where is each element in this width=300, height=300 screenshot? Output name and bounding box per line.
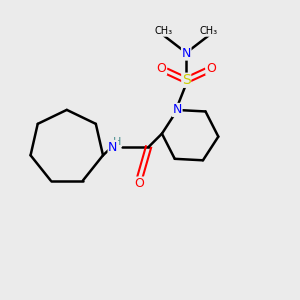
Text: O: O bbox=[135, 177, 145, 190]
Text: S: S bbox=[182, 73, 190, 87]
Text: N: N bbox=[108, 140, 118, 154]
Text: N: N bbox=[172, 103, 182, 116]
Text: N: N bbox=[182, 47, 191, 60]
Text: H: H bbox=[113, 137, 122, 147]
Text: O: O bbox=[157, 62, 166, 75]
Text: O: O bbox=[206, 62, 216, 75]
Text: CH₃: CH₃ bbox=[200, 26, 217, 36]
Text: CH₃: CH₃ bbox=[155, 26, 173, 36]
